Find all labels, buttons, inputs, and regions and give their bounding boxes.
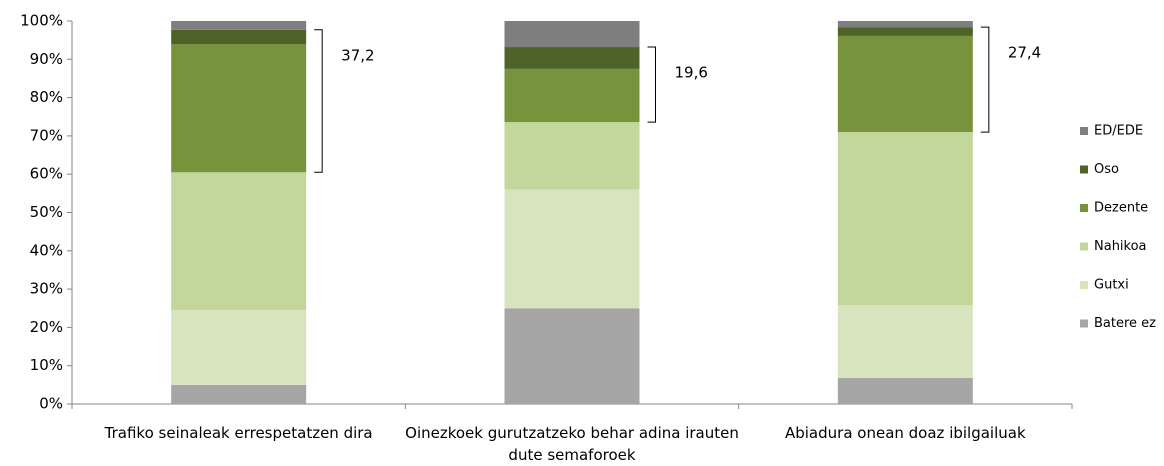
annotation: 27,4 xyxy=(1008,44,1041,62)
annotation: 37,2 xyxy=(341,46,374,64)
bar-segment xyxy=(837,21,973,28)
y-tick-label: 0% xyxy=(39,395,63,413)
bar-segment xyxy=(171,44,307,173)
y-tick-label: 30% xyxy=(30,280,63,298)
y-tick-label: 60% xyxy=(30,165,63,183)
x-tick-label: Trafiko seinaleak errespetatzen dira xyxy=(104,424,373,442)
legend-label: Nahikoa xyxy=(1094,239,1147,254)
legend-swatch xyxy=(1080,165,1088,174)
y-tick-label: 20% xyxy=(30,318,63,336)
x-tick-label: Oinezkoek gurutzatzeko behar adina iraut… xyxy=(405,424,739,464)
bar-segment xyxy=(504,68,640,123)
bracket xyxy=(647,46,656,123)
y-tick-label: 50% xyxy=(30,203,63,221)
bar-segment xyxy=(837,305,973,378)
y-tick-label: 80% xyxy=(30,88,63,106)
legend-swatch xyxy=(1080,281,1088,289)
y-tick-label: 10% xyxy=(30,356,63,374)
legend-swatch xyxy=(1080,127,1088,135)
bar-segment xyxy=(504,122,640,190)
legend-swatch xyxy=(1080,242,1088,251)
bar-segment xyxy=(504,21,640,48)
bar-segment xyxy=(504,308,640,404)
y-tick-label: 70% xyxy=(30,126,63,144)
bar-segment xyxy=(171,21,307,30)
legend-label: Gutxi xyxy=(1094,278,1129,293)
y-tick-label: 90% xyxy=(30,50,63,68)
y-tick-label: 100% xyxy=(20,12,63,30)
bar-segment xyxy=(837,27,973,36)
bar-segment xyxy=(837,35,973,133)
bar-segment xyxy=(837,377,973,404)
bar-segment xyxy=(504,47,640,69)
bar-segment xyxy=(171,310,307,385)
bar-segment xyxy=(837,132,973,306)
bracket xyxy=(314,29,323,173)
bar-segment xyxy=(504,189,640,309)
bar-segment xyxy=(171,29,307,45)
legend-swatch xyxy=(1080,319,1088,328)
x-tick-label: Abiadura onean doaz ibilgailuak xyxy=(784,424,1026,442)
bar-segment xyxy=(171,172,307,311)
legend-label: Dezente xyxy=(1094,201,1148,216)
legend-label: Oso xyxy=(1094,162,1119,177)
legend-label: Batere ez xyxy=(1094,316,1156,331)
legend-label: ED/EDE xyxy=(1094,124,1143,139)
bar-segment xyxy=(171,384,307,404)
annotation: 19,6 xyxy=(675,64,708,82)
y-tick-label: 40% xyxy=(30,241,63,259)
bracket xyxy=(980,26,990,133)
legend-swatch xyxy=(1080,204,1088,212)
